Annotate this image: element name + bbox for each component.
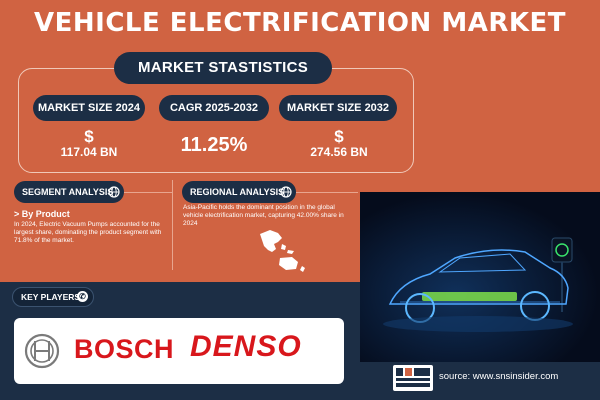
car-illustration <box>383 237 573 332</box>
segment-analysis-label: SEGMENT ANALYSIS <box>22 187 114 197</box>
sns-insider-logo <box>393 365 433 391</box>
divider-line <box>296 192 358 193</box>
stats-heading: MARKET STASTISTICS <box>114 52 332 84</box>
source-credit: source: www.snsinsider.com <box>439 371 559 382</box>
metric-amount: 117.04 BN <box>60 145 118 159</box>
asia-pacific-map-icon <box>260 230 305 272</box>
phone-icon: ✆ <box>77 291 88 302</box>
key-players-label: KEY PLAYERS <box>21 292 81 302</box>
regional-description: Asia-Pacific holds the dominant position… <box>183 204 344 227</box>
segment-description: In 2024, Electric Vacuum Pumps accounted… <box>14 221 162 244</box>
globe-icon <box>280 186 292 198</box>
metric-value-size-2032: $ 274.56 BN <box>298 128 380 159</box>
divider-line <box>124 192 172 193</box>
metric-amount: 274.56 BN <box>310 145 368 159</box>
currency-symbol: $ <box>334 127 344 146</box>
metric-label-size-2032: MARKET SIZE 2032 <box>279 95 397 121</box>
electric-car-image <box>360 192 600 362</box>
page-title: VEHICLE ELECTRIFICATION MARKET <box>34 8 566 38</box>
metric-value-size-2024: $ 117.04 BN <box>48 128 130 159</box>
bosch-armature-logo-icon <box>24 333 60 369</box>
globe-icon <box>108 186 120 198</box>
denso-logo: DENSO <box>190 330 302 363</box>
bosch-logo: BOSCH <box>74 334 175 364</box>
vertical-divider <box>172 180 173 270</box>
regional-analysis-label: REGIONAL ANALYSIS <box>190 187 285 197</box>
currency-symbol: $ <box>84 127 94 146</box>
key-players-heading: KEY PLAYERS ✆ <box>12 287 94 307</box>
segment-analysis-heading: SEGMENT ANALYSIS <box>14 181 124 203</box>
segment-subheading: > By Product <box>14 209 70 219</box>
metric-label-size-2024: MARKET SIZE 2024 <box>33 95 145 121</box>
key-players-logos <box>14 318 344 384</box>
regional-analysis-heading: REGIONAL ANALYSIS <box>182 181 296 203</box>
metric-value-cagr: 11.25% <box>180 134 248 156</box>
metric-label-cagr: CAGR 2025-2032 <box>159 95 269 121</box>
